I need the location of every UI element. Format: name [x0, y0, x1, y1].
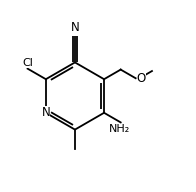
- Text: NH₂: NH₂: [109, 124, 130, 134]
- Text: O: O: [137, 72, 146, 85]
- Text: N: N: [71, 21, 79, 34]
- Text: N: N: [42, 106, 50, 119]
- Text: Cl: Cl: [22, 58, 33, 68]
